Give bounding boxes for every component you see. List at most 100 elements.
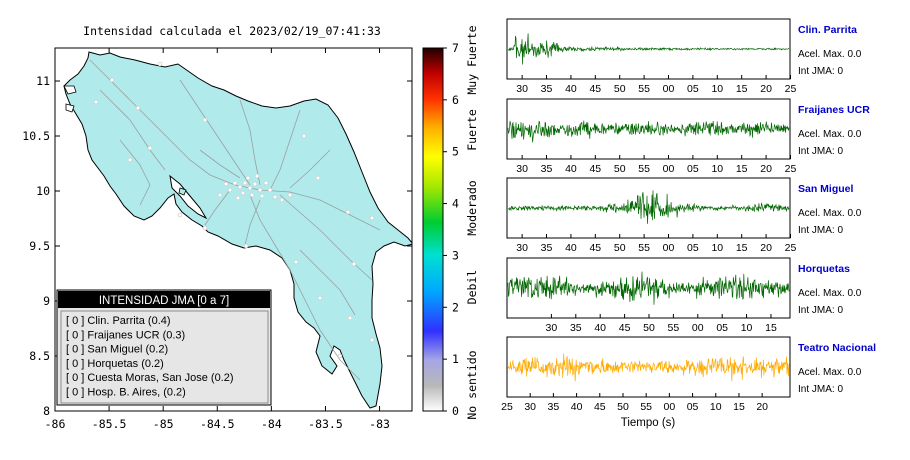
trace-tick-label: 40 bbox=[565, 242, 577, 254]
map-frame bbox=[54, 47, 413, 412]
trace-panel: 30 35 40 45 50 55 00 05 10 15 20 25 Fraijanes UCR Ace… bbox=[506, 98, 870, 175]
trace-tick-label: 45 bbox=[594, 401, 606, 413]
trace-tick-label: 50 bbox=[614, 83, 626, 95]
trace-tick-label: 25 bbox=[785, 163, 797, 175]
trace-tick-label: 30 bbox=[516, 242, 528, 254]
trace-tick-label: 15 bbox=[736, 83, 748, 95]
station-accel: Acel. Max. 0.0 bbox=[798, 288, 862, 299]
trace-tick-label: 55 bbox=[638, 83, 650, 95]
map-x-axis: -86 -85.5 -85 -84.5 -84 -83.5 -83 bbox=[45, 48, 390, 431]
intensity-legend: INTENSIDAD JMA [0 a 7] [ 0 ] Clin. Parri… bbox=[56, 289, 272, 406]
trace-tick-label: 25 bbox=[785, 83, 797, 95]
map-y-tick-label: 9.5 bbox=[29, 239, 50, 253]
colorbar-category-label: No sentido bbox=[465, 350, 479, 419]
trace-tick-label: 40 bbox=[571, 401, 583, 413]
station-intensity: Int JMA: 0 bbox=[798, 305, 843, 316]
legend-items: [ 0 ] Clin. Parrita (0.4) [ 0 ] Fraijanes… bbox=[66, 315, 234, 399]
trace-tick-label: 15 bbox=[765, 322, 777, 334]
trace-tick-label: 55 bbox=[638, 163, 650, 175]
trace-tick-label: 05 bbox=[687, 83, 699, 95]
trace-tick-label: 50 bbox=[617, 401, 629, 413]
trace-tick-label: 30 bbox=[524, 401, 536, 413]
station-intensity: Int JMA: 0 bbox=[798, 146, 843, 157]
colorbar-category-label: Fuerte bbox=[465, 109, 479, 151]
colorbar-labels: No sentido Debil Moderado Fuerte Muy Fuerte bbox=[465, 25, 479, 419]
trace-frame bbox=[506, 98, 791, 160]
bay-culebra bbox=[65, 103, 75, 113]
colorbar-category-label: Moderado bbox=[465, 180, 479, 235]
trace-tick-label: 05 bbox=[687, 401, 699, 413]
trace-tick-label: 30 bbox=[516, 163, 528, 175]
legend-item: [ 0 ] Fraijanes UCR (0.3) bbox=[66, 329, 185, 341]
trace-tick-label: 15 bbox=[736, 163, 748, 175]
trace-tick-label: 45 bbox=[589, 242, 601, 254]
station-intensity: Int JMA: 0 bbox=[798, 225, 843, 236]
waveform bbox=[507, 353, 790, 382]
colorbar-tick-label: 4 bbox=[452, 197, 459, 211]
trace-tick-label: 40 bbox=[565, 83, 577, 95]
legend-item: [ 0 ] San Miguel (0.2) bbox=[66, 344, 168, 356]
waveform bbox=[507, 271, 790, 305]
station-accel: Acel. Max. 0.0 bbox=[798, 129, 862, 140]
legend-item: [ 0 ] Clin. Parrita (0.4) bbox=[66, 315, 171, 327]
waveform bbox=[507, 33, 790, 65]
colorbar-tick-label: 3 bbox=[452, 248, 459, 262]
trace-panel: 30 35 40 45 50 55 00 05 10 15 20 25 Clin. Parrita Ace… bbox=[506, 18, 862, 95]
map-y-tick-label: 8 bbox=[43, 404, 50, 418]
colorbar-ticks: 0 1 2 3 4 5 6 7 bbox=[443, 41, 459, 418]
trace-tick-label: 00 bbox=[663, 83, 675, 95]
trace-panel: 25 30 35 40 45 50 55 00 05 10 15 20 Teatro Nacional A… bbox=[501, 336, 876, 413]
colorbar-tick-label: 0 bbox=[452, 404, 459, 418]
station-accel: Acel. Max. 0.0 bbox=[798, 208, 862, 219]
trace-tick-label: 10 bbox=[711, 83, 723, 95]
intensity-colorbar: 0 1 2 3 4 5 6 7 No sentido Debil Moderado Fuerte Mu… bbox=[422, 25, 479, 420]
trace-tick-label: 35 bbox=[541, 83, 553, 95]
station-intensity: Int JMA: 0 bbox=[798, 66, 843, 77]
trace-tick-label: 55 bbox=[668, 322, 680, 334]
trace-tick-label: 05 bbox=[716, 322, 728, 334]
station-markers bbox=[93, 61, 375, 359]
colorbar-tick-label: 6 bbox=[452, 93, 459, 107]
map-y-tick-label: 9 bbox=[43, 294, 50, 308]
trace-tick-label: 00 bbox=[663, 242, 675, 254]
legend-item: [ 0 ] Horquetas (0.2) bbox=[66, 358, 164, 370]
colorbar-category-label: Muy Fuerte bbox=[465, 25, 479, 94]
trace-tick-label: 10 bbox=[710, 401, 722, 413]
trace-tick-label: 50 bbox=[614, 163, 626, 175]
trace-tick-label: 50 bbox=[614, 242, 626, 254]
trace-tick-label: 55 bbox=[640, 401, 652, 413]
trace-tick-label: 05 bbox=[687, 242, 699, 254]
station-name: Teatro Nacional bbox=[798, 342, 876, 354]
legend-list-frame bbox=[60, 310, 269, 404]
map-x-tick-label: -84.5 bbox=[200, 417, 235, 431]
trace-tick-label: 00 bbox=[663, 163, 675, 175]
map-x-tick-label: -86 bbox=[45, 417, 66, 431]
time-axis-label: Tiempo (s) bbox=[621, 417, 676, 429]
station-name: Clin. Parrita bbox=[798, 24, 857, 36]
legend-item: [ 0 ] Hosp. B. Aires, (0.2) bbox=[66, 387, 186, 399]
station-accel: Acel. Max. 0.0 bbox=[798, 367, 862, 378]
waveform bbox=[507, 190, 790, 224]
trace-tick-label: 45 bbox=[619, 322, 631, 334]
trace-tick-label: 05 bbox=[687, 163, 699, 175]
trace-tick-label: 30 bbox=[546, 322, 558, 334]
island-chira bbox=[178, 187, 187, 196]
trace-tick-label: 20 bbox=[760, 163, 772, 175]
colorbar-tick-label: 1 bbox=[452, 352, 459, 366]
map-x-tick-label: -83.5 bbox=[308, 417, 343, 431]
station-name: Horquetas bbox=[798, 263, 850, 275]
trace-tick-label: 35 bbox=[541, 163, 553, 175]
trace-tick-label: 25 bbox=[785, 242, 797, 254]
trace-tick-label: 50 bbox=[643, 322, 655, 334]
trace-tick-label: 20 bbox=[760, 83, 772, 95]
seismic-traces: 30 35 40 45 50 55 00 05 10 15 20 25 Clin. Parrita Ace… bbox=[501, 18, 876, 413]
trace-tick-label: 00 bbox=[692, 322, 704, 334]
station-name: Fraijanes UCR bbox=[798, 104, 870, 116]
waveform bbox=[507, 120, 790, 143]
map-y-axis: 11 10.5 10 9.5 9 8.5 8 bbox=[22, 74, 412, 418]
colorbar-tick-label: 7 bbox=[452, 41, 459, 55]
colorbar-tick-label: 2 bbox=[452, 300, 459, 314]
bay-salinas bbox=[63, 85, 77, 95]
trace-tick-label: 20 bbox=[760, 242, 772, 254]
figure-title: Intensidad calculada el 2023/02/19_07:41… bbox=[83, 24, 381, 38]
